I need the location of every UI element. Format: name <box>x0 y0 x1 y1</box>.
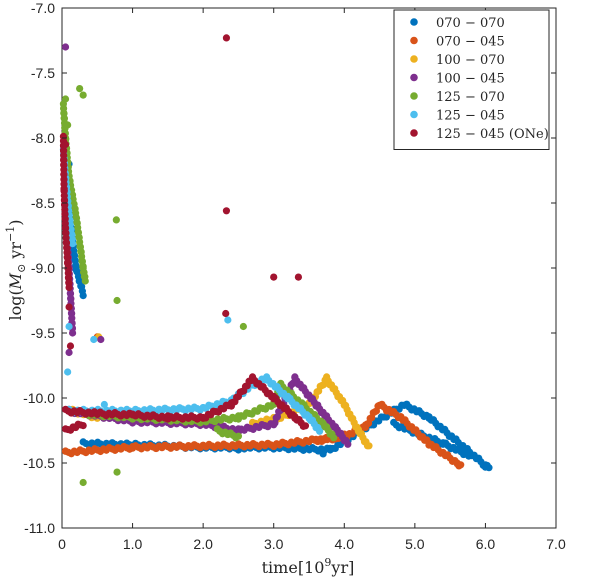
data-point <box>79 422 87 430</box>
y-tick-label: -10.5 <box>23 455 55 471</box>
data-point <box>294 273 303 281</box>
series-1 <box>61 333 465 470</box>
legend-marker <box>410 110 418 119</box>
x-axis-ticks: 0 1.0 2.0 3.0 4.0 5.0 6.0 7.0 <box>58 8 566 552</box>
legend-box <box>393 9 550 150</box>
y-axis-ticks: -7.0 -7.5 -8.0 -8.5 -9.0 -9.5 -10.0 -10.5 -11.0 <box>23 0 556 536</box>
data-point <box>79 478 87 487</box>
data-point <box>64 368 72 376</box>
x-tick-label: 7.0 <box>546 536 566 552</box>
legend-label: 125 − 045 (ONe) <box>436 127 549 142</box>
data-point <box>239 322 247 331</box>
data-point <box>113 468 121 476</box>
legend-item: 125 − 070 <box>410 90 505 105</box>
data-layer <box>59 34 493 487</box>
data-point <box>79 91 87 99</box>
series-5 <box>59 145 324 435</box>
data-point <box>90 335 98 344</box>
data-point <box>344 440 352 448</box>
series-3 <box>61 43 352 448</box>
legend-marker <box>410 36 418 45</box>
legend-marker <box>410 55 418 63</box>
legend-marker <box>410 73 418 82</box>
x-tick-label: 5.0 <box>405 536 425 552</box>
data-point <box>222 207 231 215</box>
legend-item: 100 − 070 <box>410 53 505 68</box>
data-point <box>61 140 70 149</box>
data-point <box>112 216 120 224</box>
legend-item: 070 − 045 <box>410 35 505 50</box>
data-point <box>365 442 373 450</box>
legend-label: 100 − 070 <box>436 53 505 68</box>
data-point <box>65 322 73 331</box>
legend-label: 125 − 070 <box>436 90 505 105</box>
data-point <box>113 296 121 305</box>
data-point <box>467 451 475 459</box>
data-point <box>222 309 230 318</box>
legend-item: 100 − 045 <box>410 72 505 87</box>
y-tick-label: -8.5 <box>31 195 55 211</box>
y-axis-title: log(M⊙ yr−1) <box>4 219 28 320</box>
data-point <box>301 422 310 430</box>
legend-label: 070 − 045 <box>436 35 505 50</box>
y-tick-label: -9.0 <box>31 260 55 276</box>
data-point <box>97 335 105 344</box>
data-point <box>222 34 231 42</box>
data-point <box>315 427 324 435</box>
data-point <box>270 273 278 281</box>
data-point <box>64 121 72 129</box>
data-point <box>383 407 391 415</box>
data-point <box>100 400 108 409</box>
data-point <box>330 434 338 442</box>
legend-item: 125 − 045 <box>410 109 505 124</box>
data-point <box>66 342 75 350</box>
data-point <box>61 95 70 103</box>
legend-marker <box>410 92 418 100</box>
legend: 070 − 070 070 − 045 100 − 070 100 − 045 125 … <box>393 9 550 150</box>
y-tick-label: -9.5 <box>31 325 55 341</box>
x-tick-label: 6.0 <box>476 536 496 552</box>
legend-item: 125 − 045 (ONe) <box>410 127 549 142</box>
x-axis-title: time[109yr] <box>262 556 355 577</box>
x-tick-label: 0 <box>58 536 66 552</box>
data-point <box>65 283 73 292</box>
y-tick-label: -11.0 <box>24 520 55 536</box>
y-tick-label: -10.0 <box>23 390 55 406</box>
series-6 <box>59 34 310 434</box>
data-point <box>61 447 70 455</box>
data-point <box>319 450 327 458</box>
legend-label: 100 − 045 <box>436 72 505 87</box>
y-tick-label: -8.0 <box>31 130 55 146</box>
legend-label: 125 − 045 <box>436 109 505 124</box>
data-point <box>65 303 73 311</box>
data-point <box>234 432 243 440</box>
x-tick-label: 4.0 <box>335 536 355 552</box>
data-point <box>457 461 465 469</box>
data-point <box>485 464 493 472</box>
data-point <box>224 316 232 324</box>
legend-item: 070 − 070 <box>410 16 505 31</box>
series-4 <box>59 85 338 487</box>
y-tick-label: -7.5 <box>31 65 55 81</box>
legend-marker <box>410 18 418 26</box>
data-point <box>68 240 77 248</box>
x-tick-label: 2.0 <box>193 536 213 552</box>
x-tick-label: 1.0 <box>123 536 143 552</box>
data-point <box>81 277 89 285</box>
x-tick-label: 3.0 <box>264 536 284 552</box>
data-point <box>76 85 84 93</box>
legend-label: 070 − 070 <box>436 16 505 31</box>
data-point <box>68 329 77 337</box>
y-tick-label: -7.0 <box>31 0 55 16</box>
legend-marker <box>410 129 418 137</box>
data-point <box>79 292 87 300</box>
data-point <box>65 348 73 357</box>
data-point <box>61 43 70 51</box>
